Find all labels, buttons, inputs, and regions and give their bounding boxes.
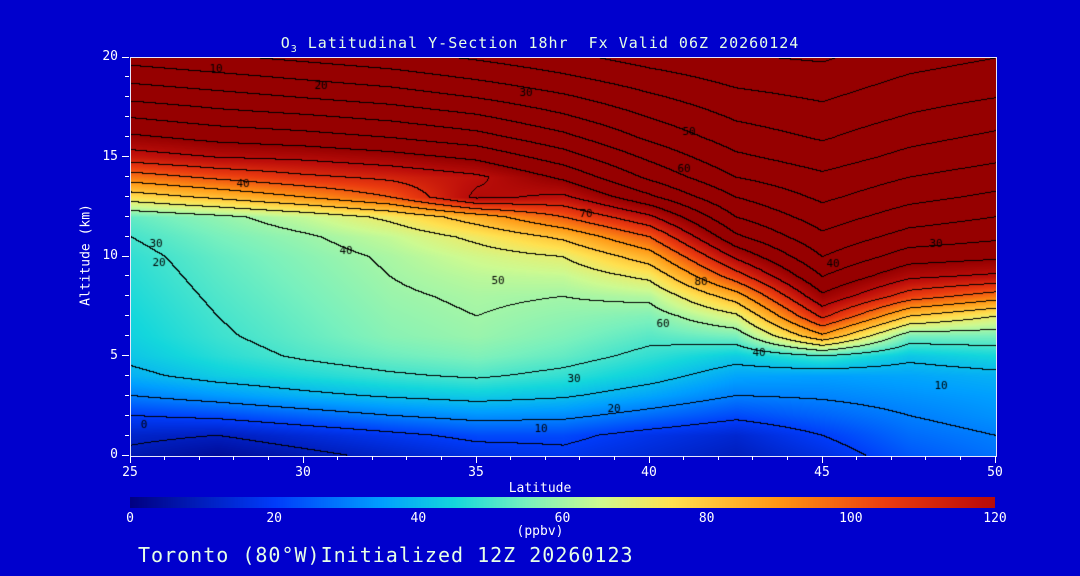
x-tick-label: 35 xyxy=(468,465,484,480)
x-tick-label: 25 xyxy=(122,465,138,480)
x-tick xyxy=(821,456,823,463)
y-tick xyxy=(125,235,129,237)
x-tick-label: 50 xyxy=(987,465,1003,480)
x-axis-label: Latitude xyxy=(508,481,572,496)
x-tick xyxy=(890,456,892,460)
y-tick xyxy=(125,374,129,376)
x-tick-label: 40 xyxy=(641,465,657,480)
y-tick xyxy=(122,454,129,456)
chart-title-rest: Latitudinal Y-Section 18hr Fx Valid 06Z … xyxy=(297,34,800,52)
plot-area xyxy=(130,57,997,457)
x-tick xyxy=(233,456,235,460)
x-tick xyxy=(406,456,408,460)
x-tick xyxy=(198,456,200,460)
y-tick-label: 10 xyxy=(102,248,118,263)
x-tick xyxy=(579,456,581,460)
x-tick xyxy=(752,456,754,460)
x-tick xyxy=(371,456,373,460)
x-tick xyxy=(510,456,512,460)
x-tick xyxy=(440,456,442,460)
y-tick xyxy=(125,195,129,197)
colorbar xyxy=(130,497,995,508)
chart-title-subscript: 3 xyxy=(290,44,298,55)
y-tick xyxy=(125,96,129,98)
x-tick xyxy=(164,456,166,460)
x-tick xyxy=(302,456,304,463)
x-tick xyxy=(337,456,339,460)
y-tick xyxy=(122,255,129,257)
x-tick xyxy=(717,456,719,460)
x-tick xyxy=(129,456,131,463)
x-tick xyxy=(544,456,546,460)
contour-plot-canvas xyxy=(131,58,996,456)
y-tick xyxy=(122,156,129,157)
chart-title: O3 Latitudinal Y-Section 18hr Fx Valid 0… xyxy=(0,34,1080,55)
colorbar-canvas xyxy=(130,497,995,508)
y-tick xyxy=(125,434,129,436)
colorbar-tick-label: 100 xyxy=(839,511,863,526)
y-tick xyxy=(125,116,129,118)
y-tick xyxy=(125,394,129,396)
footer-text: Toronto (80°W)Initialized 12Z 20260123 xyxy=(138,543,634,567)
colorbar-tick-label: 40 xyxy=(410,511,427,526)
x-tick xyxy=(959,456,961,460)
x-tick xyxy=(613,456,615,460)
y-tick xyxy=(125,76,129,78)
y-tick xyxy=(125,136,129,138)
x-tick xyxy=(683,456,685,460)
colorbar-tick-label: 0 xyxy=(126,511,134,526)
y-tick-label: 5 xyxy=(110,347,118,363)
chart-title-prefix: O xyxy=(280,34,291,52)
y-tick xyxy=(122,355,129,356)
colorbar-tick-label: 80 xyxy=(698,511,715,526)
y-tick xyxy=(125,335,129,337)
y-tick xyxy=(125,215,129,217)
colorbar-tick-label: 60 xyxy=(554,511,571,526)
x-tick xyxy=(475,456,477,463)
y-tick xyxy=(125,275,129,277)
colorbar-tick-label: 20 xyxy=(266,511,282,526)
x-tick xyxy=(856,456,858,460)
x-tick xyxy=(925,456,927,460)
x-tick xyxy=(994,456,996,463)
y-tick xyxy=(125,175,129,177)
y-tick-label: 20 xyxy=(102,49,118,64)
x-tick-label: 45 xyxy=(814,465,830,480)
colorbar-unit-label: (ppbv) xyxy=(516,524,564,539)
y-tick-label: 15 xyxy=(102,148,118,164)
x-tick xyxy=(267,456,269,460)
x-tick-label: 30 xyxy=(295,465,311,480)
y-tick-label: 0 xyxy=(110,447,118,462)
x-tick xyxy=(648,456,650,463)
y-tick xyxy=(125,315,129,317)
y-tick xyxy=(125,414,129,416)
colorbar-tick-label: 120 xyxy=(983,511,1007,526)
y-tick xyxy=(125,295,129,297)
x-tick xyxy=(786,456,788,460)
y-tick xyxy=(122,56,129,58)
